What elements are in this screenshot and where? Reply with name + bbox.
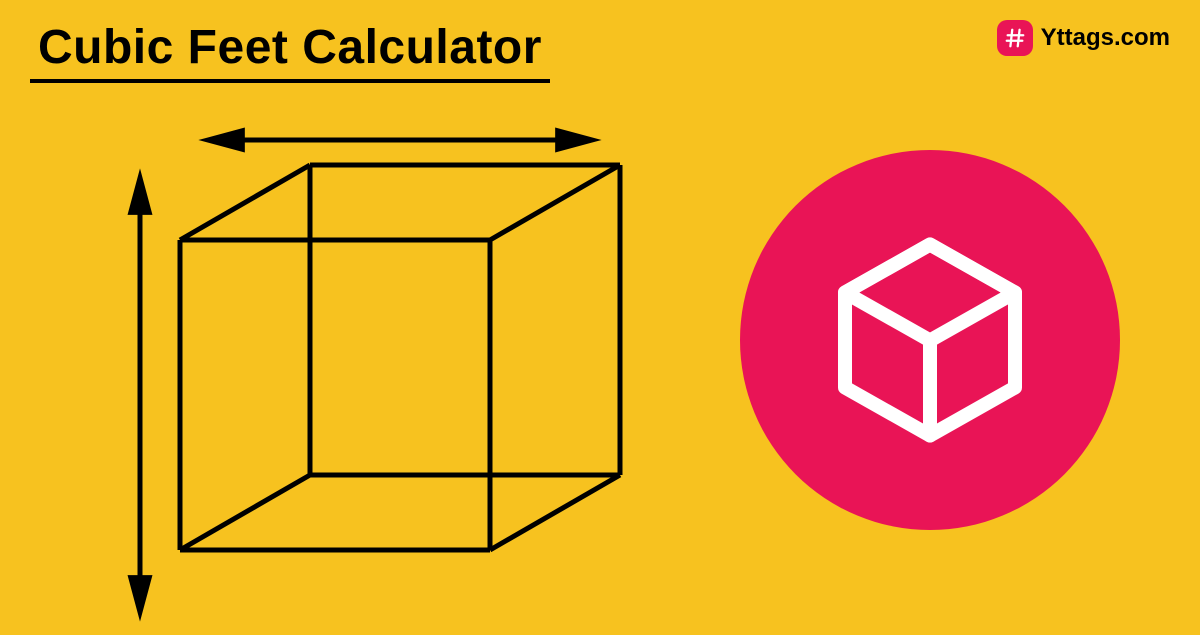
hash-icon bbox=[997, 20, 1033, 56]
cube-circle-badge bbox=[740, 150, 1120, 530]
brand-logo: Yttags.com bbox=[997, 20, 1170, 56]
cube-wireframe-diagram bbox=[100, 110, 660, 635]
page-title: Cubic Feet Calculator bbox=[30, 20, 550, 83]
cube-icon bbox=[810, 220, 1050, 460]
brand-name: Yttags.com bbox=[1041, 24, 1170, 52]
